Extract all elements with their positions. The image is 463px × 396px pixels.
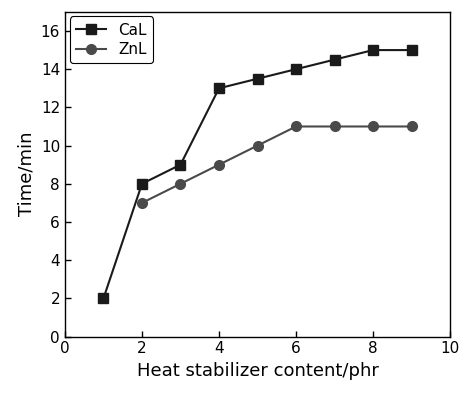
ZnL — [177, 181, 183, 186]
Legend: CaL, ZnL: CaL, ZnL — [69, 17, 153, 63]
CaL — [331, 57, 337, 62]
CaL — [216, 86, 221, 91]
ZnL — [331, 124, 337, 129]
X-axis label: Heat stabilizer content/phr: Heat stabilizer content/phr — [136, 362, 378, 380]
Line: ZnL: ZnL — [137, 122, 415, 208]
CaL — [100, 296, 106, 301]
CaL — [408, 48, 413, 52]
Line: CaL: CaL — [99, 45, 415, 303]
CaL — [369, 48, 375, 52]
ZnL — [293, 124, 298, 129]
ZnL — [369, 124, 375, 129]
CaL — [139, 181, 144, 186]
ZnL — [254, 143, 260, 148]
ZnL — [216, 162, 221, 167]
CaL — [177, 162, 183, 167]
CaL — [293, 67, 298, 72]
ZnL — [408, 124, 413, 129]
Y-axis label: Time/min: Time/min — [17, 132, 35, 217]
CaL — [254, 76, 260, 81]
ZnL — [139, 200, 144, 205]
